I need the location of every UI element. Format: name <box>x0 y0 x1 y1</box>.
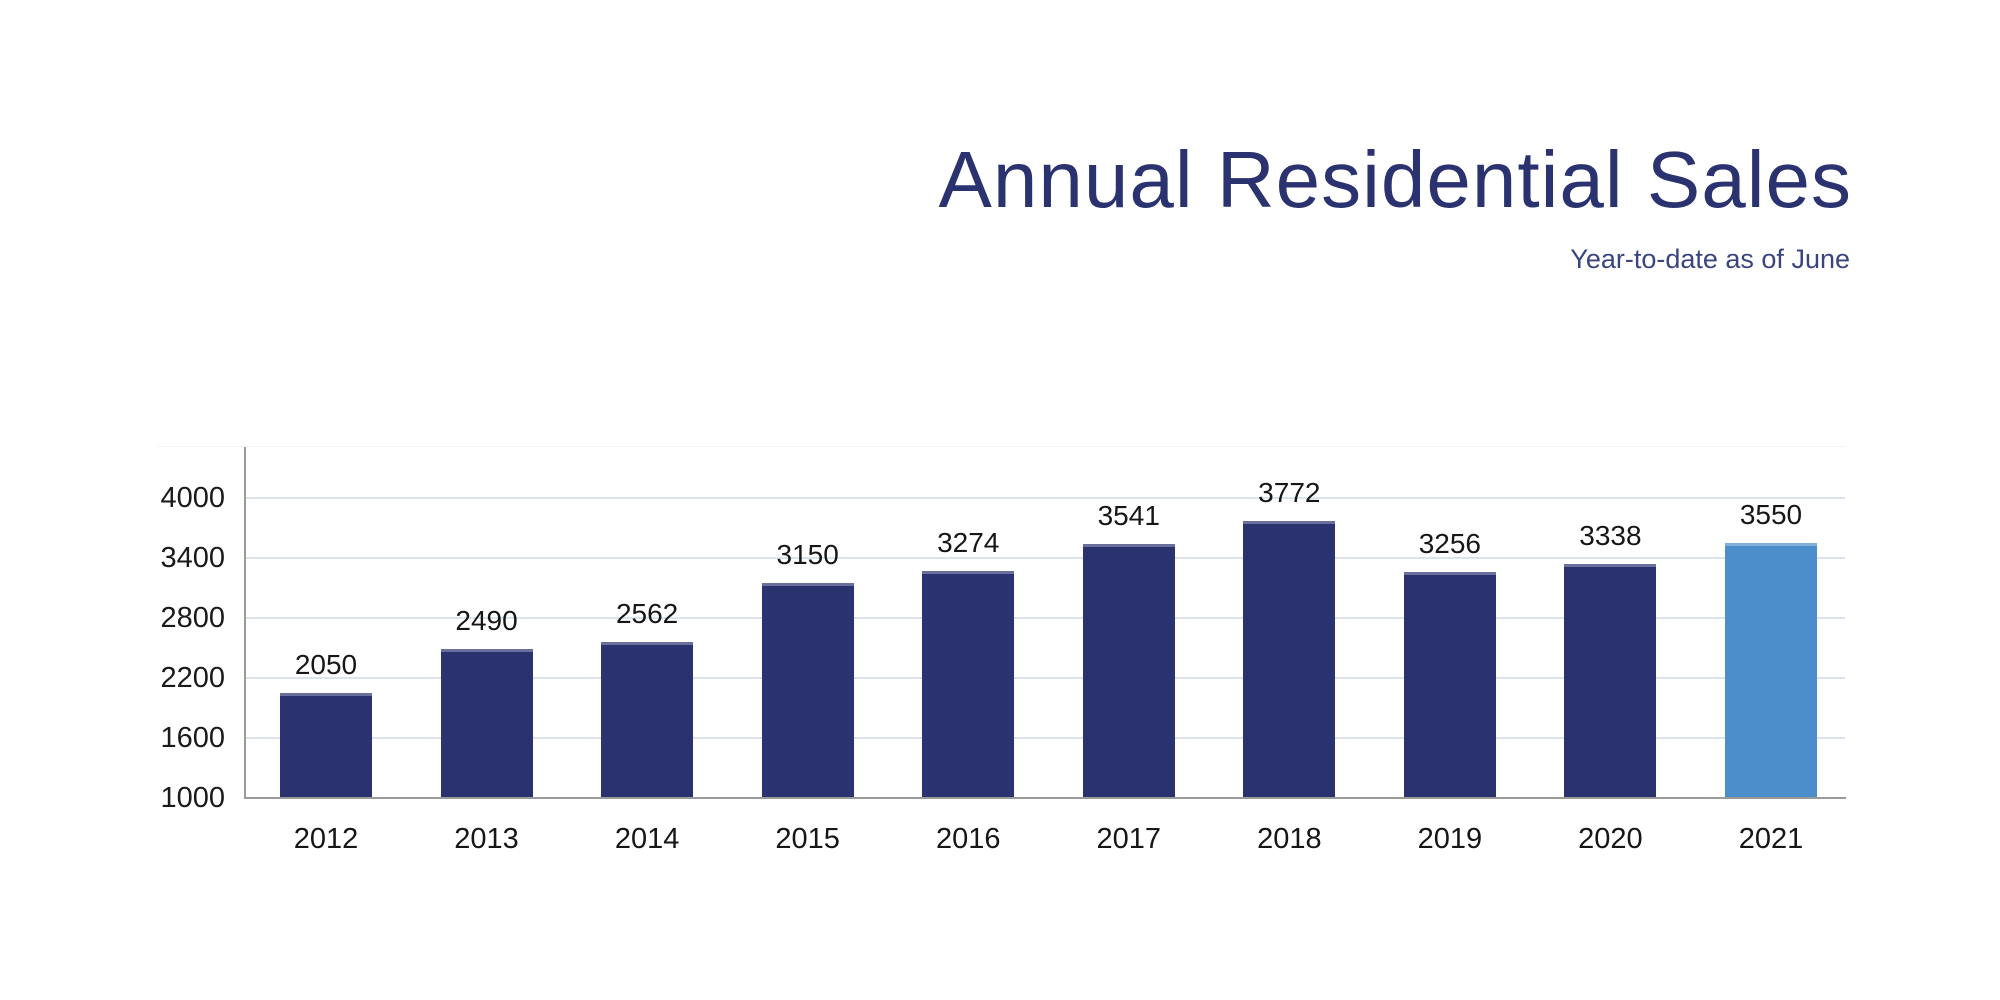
gridline-4000 <box>245 497 1845 499</box>
x-tick-label-2018: 2018 <box>1257 823 1322 855</box>
gridline-2800 <box>245 617 1845 619</box>
y-tick-label-1600: 1600 <box>160 722 225 754</box>
bar-value-label-2018: 3772 <box>1258 476 1321 508</box>
x-tick-label-2020: 2020 <box>1578 823 1643 855</box>
y-tick-label-3400: 3400 <box>160 542 225 574</box>
bar-value-label-2019: 3256 <box>1418 528 1482 560</box>
bar-2019 <box>1403 572 1496 798</box>
bar-2015 <box>761 583 854 798</box>
bar-2021 <box>1725 543 1817 798</box>
bar-value-label-2017: 3541 <box>1097 499 1160 531</box>
bar-value-label-2020: 3338 <box>1579 520 1642 552</box>
bar-2012 <box>280 693 372 798</box>
x-tick-label-2012: 2012 <box>293 823 359 855</box>
bar-2020 <box>1564 564 1657 798</box>
gridline-3400 <box>245 557 1845 559</box>
bar-2013 <box>440 649 533 798</box>
bar-value-label-2014: 2562 <box>615 597 679 629</box>
y-tick-label-4000: 4000 <box>160 482 225 514</box>
bar-2018 <box>1243 520 1336 798</box>
x-tick-label-2015: 2015 <box>775 823 840 855</box>
bar-2014 <box>601 641 694 798</box>
bar-value-label-2013: 2490 <box>455 605 518 636</box>
bar-2016 <box>922 570 1015 798</box>
y-tick-label-2200: 2200 <box>160 662 225 694</box>
bar-value-label-2021: 3550 <box>1739 499 1803 530</box>
chart-title: Annual Residential Sales <box>938 135 1852 224</box>
x-tick-label-2014: 2014 <box>614 823 680 855</box>
x-tick-label-2019: 2019 <box>1417 823 1483 855</box>
y-tick-label-2800: 2800 <box>160 602 225 634</box>
x-tick-label-2016: 2016 <box>935 823 1001 855</box>
plot-area-top-border <box>157 446 1845 447</box>
y-tick-label-1000: 1000 <box>160 782 225 814</box>
bar-value-label-2012: 2050 <box>294 649 358 680</box>
x-axis-line <box>244 797 1846 799</box>
x-tick-label-2021: 2021 <box>1738 823 1804 855</box>
gridline-1600 <box>245 737 1845 739</box>
x-tick-label-2017: 2017 <box>1096 823 1162 855</box>
bar-value-label-2016: 3274 <box>937 526 1000 558</box>
gridline-2200 <box>245 677 1845 679</box>
y-axis-line <box>244 447 246 799</box>
chart-subtitle: Year-to-date as of June <box>1570 244 1850 274</box>
bar-2017 <box>1082 543 1175 798</box>
bar-value-label-2015: 3150 <box>776 539 839 570</box>
x-tick-label-2013: 2013 <box>454 823 519 855</box>
